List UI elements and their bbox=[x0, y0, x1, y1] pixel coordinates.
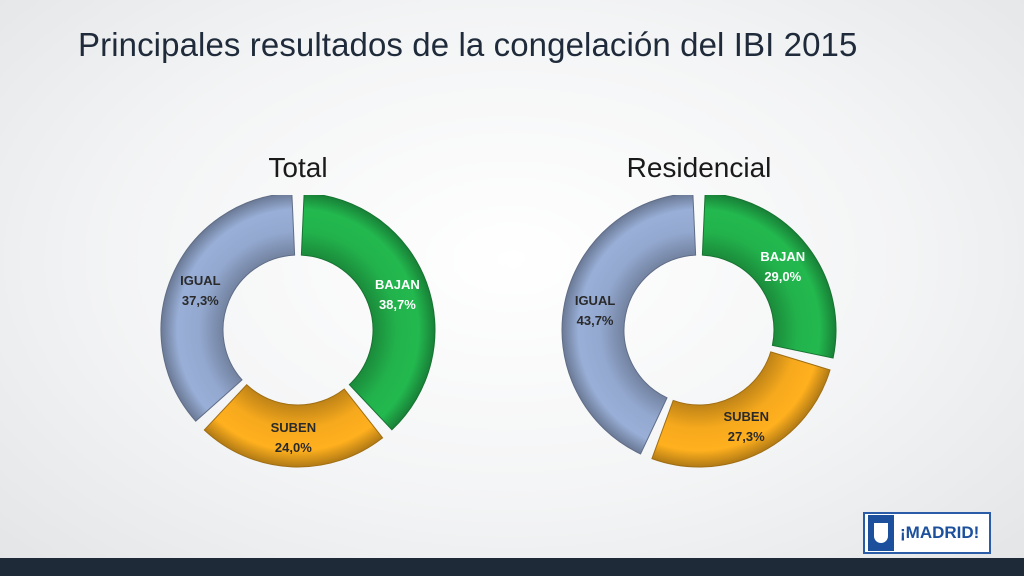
slide-title: Principales resultados de la congelación… bbox=[78, 26, 858, 63]
madrid-logo: ¡MADRID! bbox=[863, 512, 991, 554]
slice-category-label: BAJAN bbox=[375, 277, 420, 292]
chart-residencial: Residencial BAJAN 29,0% SUBEN 27,3% IGUAL 43,… bbox=[539, 140, 859, 480]
slice-value-label: 24,0% bbox=[275, 440, 312, 455]
donut-chart-residencial: BAJAN 29,0% SUBEN 27,3% IGUAL 43,7% bbox=[561, 195, 837, 468]
slice-category-label: SUBEN bbox=[271, 420, 317, 435]
slice-value-label: 38,7% bbox=[379, 297, 416, 312]
slice-suben bbox=[203, 384, 384, 468]
slice-bajan bbox=[300, 195, 436, 431]
slice-igual bbox=[160, 195, 296, 422]
slice-suben bbox=[651, 351, 831, 468]
slice-category-label: IGUAL bbox=[180, 273, 221, 288]
madrid-crest-icon bbox=[868, 515, 894, 551]
donut-chart-total: BAJAN 38,7% SUBEN 24,0% IGUAL 37,3% bbox=[160, 195, 436, 468]
slice-value-label: 37,3% bbox=[182, 293, 219, 308]
logo-text: ¡MADRID! bbox=[900, 523, 980, 542]
chart-total: Total BAJAN 38,7% SUBEN 24,0% IGUAL 37,3% bbox=[138, 140, 458, 480]
slice-value-label: 43,7% bbox=[577, 313, 614, 328]
slice-category-label: BAJAN bbox=[760, 249, 805, 264]
slice-value-label: 27,3% bbox=[728, 429, 765, 444]
slice-value-label: 29,0% bbox=[764, 269, 801, 284]
chart-title: Residencial bbox=[626, 152, 772, 183]
slice-igual bbox=[561, 195, 697, 455]
slice-category-label: IGUAL bbox=[575, 293, 616, 308]
slice-bajan bbox=[701, 195, 837, 359]
slice-category-label: SUBEN bbox=[723, 409, 769, 424]
chart-title: Total bbox=[268, 152, 328, 183]
footer-bar bbox=[0, 558, 1024, 576]
